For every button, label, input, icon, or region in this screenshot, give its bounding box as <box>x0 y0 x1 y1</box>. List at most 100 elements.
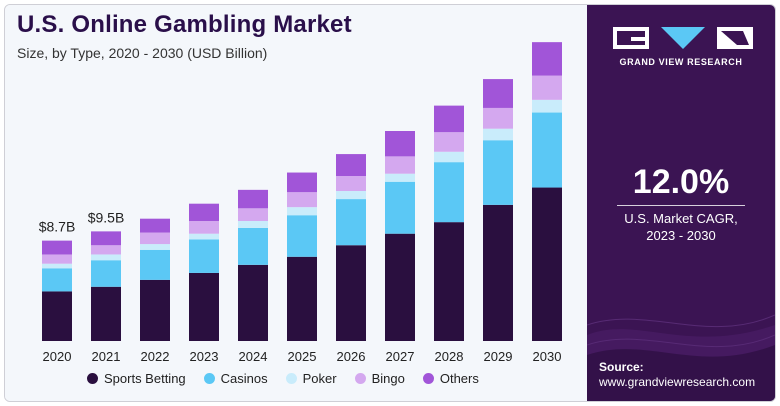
bar-segment-bingo-2028 <box>434 132 464 152</box>
side-panel: GRAND VIEW RESEARCH 12.0% U.S. Market CA… <box>587 5 775 401</box>
bar-segment-others-2023 <box>189 203 219 221</box>
bar-segment-sports-betting-2028 <box>434 222 464 341</box>
legend-item-bingo: Bingo <box>354 371 405 386</box>
legend-item-sports-betting: Sports Betting <box>87 371 186 386</box>
bar-segment-bingo-2026 <box>336 176 366 191</box>
legend-label: Sports Betting <box>104 371 186 386</box>
bar-segment-others-2026 <box>336 154 366 176</box>
bar-segment-sports-betting-2023 <box>189 272 219 341</box>
x-tick-label-2022: 2022 <box>141 349 170 364</box>
bar-segment-poker-2029 <box>483 128 513 141</box>
bar-segment-bingo-2020 <box>42 254 72 264</box>
legend-item-others: Others <box>422 371 479 386</box>
bar-segment-sports-betting-2027 <box>385 233 415 341</box>
bar-segment-sports-betting-2029 <box>483 204 513 341</box>
bar-segment-others-2024 <box>238 189 268 209</box>
cagr-label-line-2: 2023 - 2030 <box>646 228 716 243</box>
bar-segment-poker-2027 <box>385 173 415 182</box>
bar-segment-poker-2024 <box>238 221 268 228</box>
brand-name: GRAND VIEW RESEARCH <box>619 57 743 67</box>
source-url: www.grandviewresearch.com <box>599 375 756 389</box>
bar-segment-casinos-2025 <box>287 215 317 257</box>
bar-segment-poker-2021 <box>91 254 121 261</box>
bar-segment-poker-2022 <box>140 244 170 250</box>
bar-segment-bingo-2024 <box>238 208 268 221</box>
bar-segment-others-2030 <box>532 42 562 76</box>
bar-segment-casinos-2028 <box>434 162 464 223</box>
chart-subtitle: Size, by Type, 2020 - 2030 (USD Billion) <box>17 45 268 61</box>
bar-segment-others-2025 <box>287 172 317 193</box>
bar-segment-casinos-2020 <box>42 268 72 292</box>
data-label-2020: $8.7B <box>39 219 76 235</box>
bar-segment-poker-2020 <box>42 263 72 269</box>
legend-swatch-bingo <box>354 373 366 384</box>
legend-swatch-casinos <box>203 373 215 384</box>
bar-segment-casinos-2023 <box>189 239 219 273</box>
bar-segment-poker-2023 <box>189 233 219 240</box>
bar-segment-casinos-2026 <box>336 199 366 246</box>
x-tick-label-2020: 2020 <box>43 349 72 364</box>
bar-segment-poker-2026 <box>336 191 366 200</box>
legend-swatch-sports-betting <box>87 373 98 384</box>
bar-segment-casinos-2024 <box>238 227 268 265</box>
bar-segment-bingo-2023 <box>189 221 219 234</box>
bar-segment-others-2028 <box>434 105 464 133</box>
bar-segment-bingo-2022 <box>140 232 170 245</box>
bar-segment-sports-betting-2030 <box>532 187 562 341</box>
bar-segment-sports-betting-2020 <box>42 291 72 341</box>
legend-label: Casinos <box>220 371 268 386</box>
stacked-bar-chart: 2020 2021 2022 2023 2024 2025 2026 2027 2028 2029… <box>39 42 562 364</box>
bar-segment-sports-betting-2025 <box>287 256 317 341</box>
cagr-label-line-1: U.S. Market CAGR, <box>624 211 738 226</box>
legend-item-poker: Poker <box>285 371 337 386</box>
cagr-value: 12.0% <box>632 163 730 201</box>
bar-segment-casinos-2029 <box>483 140 513 205</box>
x-tick-label-2029: 2029 <box>484 349 513 364</box>
bar-segment-bingo-2030 <box>532 75 562 100</box>
source-label: Source: <box>599 360 644 374</box>
legend-swatch-others <box>422 373 434 384</box>
data-label-2021: $9.5B <box>88 209 125 225</box>
bar-segment-others-2029 <box>483 79 513 108</box>
bar-segment-sports-betting-2026 <box>336 245 366 341</box>
bar-segment-bingo-2025 <box>287 192 317 208</box>
bar-segment-casinos-2030 <box>532 112 562 188</box>
cagr-label: U.S. Market CAGR, 2023 - 2030 <box>587 210 775 244</box>
bar-segment-others-2022 <box>140 218 170 233</box>
bar-segment-casinos-2022 <box>140 249 170 280</box>
bar-segment-bingo-2027 <box>385 156 415 174</box>
bar-segment-casinos-2027 <box>385 181 415 234</box>
chart-legend: Sports Betting Casinos Poker Bingo Other… <box>87 371 497 386</box>
x-tick-label-2027: 2027 <box>386 349 415 364</box>
bar-segment-others-2021 <box>91 231 121 246</box>
source-note: Source: www.grandviewresearch.com <box>599 360 755 390</box>
legend-item-casinos: Casinos <box>203 371 268 386</box>
legend-label: Bingo <box>371 371 405 386</box>
x-tick-label-2028: 2028 <box>435 349 464 364</box>
bar-segment-others-2020 <box>42 240 72 255</box>
legend-swatch-poker <box>285 373 297 384</box>
chart-card: U.S. Online Gambling Market Size, by Typ… <box>4 4 776 402</box>
bar-segment-poker-2025 <box>287 207 317 216</box>
bar-segment-poker-2030 <box>532 99 562 113</box>
x-tick-label-2026: 2026 <box>337 349 366 364</box>
bar-segment-sports-betting-2022 <box>140 279 170 341</box>
bar-segment-casinos-2021 <box>91 260 121 287</box>
bar-segment-others-2027 <box>385 131 415 157</box>
bar-segment-sports-betting-2021 <box>91 286 121 341</box>
x-tick-label-2024: 2024 <box>239 349 268 364</box>
legend-label: Others <box>439 371 479 386</box>
divider <box>617 205 745 206</box>
bar-segment-bingo-2021 <box>91 245 121 255</box>
bar-segment-poker-2028 <box>434 151 464 163</box>
decorative-waves <box>587 314 775 401</box>
chart-title: U.S. Online Gambling Market <box>17 11 352 38</box>
legend-label: Poker <box>302 371 337 386</box>
x-tick-label-2030: 2030 <box>533 349 562 364</box>
x-tick-label-2025: 2025 <box>288 349 317 364</box>
grand-view-research-logo <box>613 27 753 49</box>
x-tick-label-2023: 2023 <box>190 349 219 364</box>
x-tick-label-2021: 2021 <box>92 349 121 364</box>
chart-area: U.S. Online Gambling Market Size, by Typ… <box>5 5 587 401</box>
bar-segment-bingo-2029 <box>483 107 513 129</box>
